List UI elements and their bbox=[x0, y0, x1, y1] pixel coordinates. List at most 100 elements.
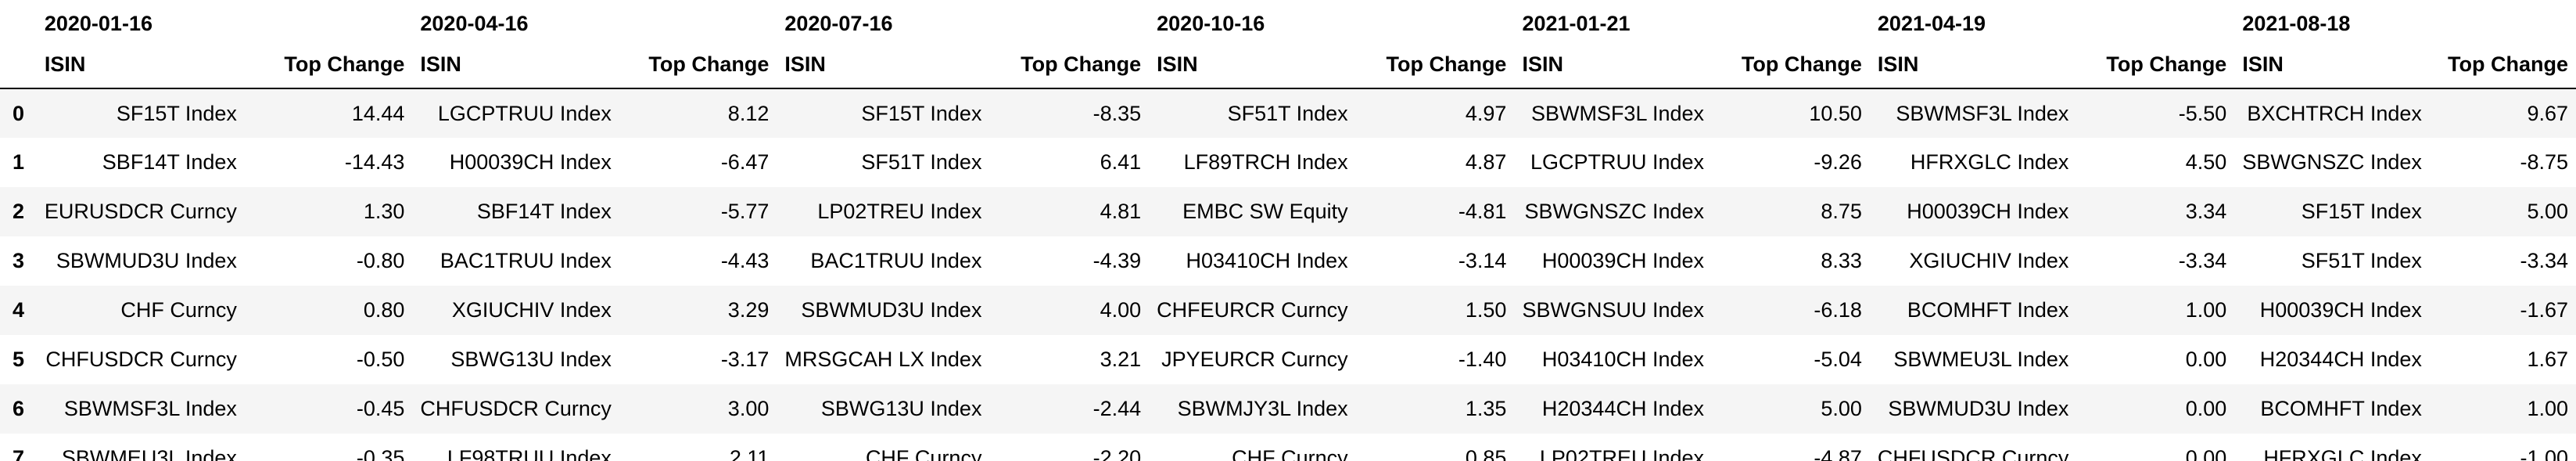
top-change-column-header: Top Change bbox=[2076, 41, 2235, 89]
table-row: 5 CHFUSDCR Curncy -0.50 SBWG13U Index -3.17 M… bbox=[0, 335, 2576, 384]
table-row: 2 EURUSDCR Curncy 1.30 SBF14T Index -5.77 LP0… bbox=[0, 187, 2576, 236]
isin-cell: SBWMJY3L Index bbox=[1177, 397, 1348, 420]
isin-column-header: ISIN bbox=[777, 41, 990, 89]
isin-cell: EMBC SW Equity bbox=[1182, 200, 1348, 223]
row-index: 3 bbox=[13, 249, 25, 272]
column-header-row: ISIN Top Change ISIN Top Change ISIN Top Chan… bbox=[0, 41, 2576, 89]
top-change-cell: 1.30 bbox=[363, 200, 405, 223]
top-change-cell: -3.17 bbox=[720, 348, 770, 371]
top-change-cell: 8.12 bbox=[727, 101, 770, 125]
isin-cell: SBWMEU3L Index bbox=[61, 446, 237, 461]
date-header: 2020-07-16 bbox=[784, 12, 893, 35]
isin-cell: BXCHTRCH Index bbox=[2247, 101, 2422, 125]
isin-cell: SBWMUD3U Index bbox=[56, 249, 237, 272]
date-header: 2021-01-21 bbox=[1522, 12, 1631, 35]
table-row: 1 SBF14T Index -14.43 H00039CH Index -6.47 SF… bbox=[0, 138, 2576, 187]
top-change-cell: 5.00 bbox=[1821, 397, 1862, 420]
isin-cell: SBF14T Index bbox=[476, 200, 612, 223]
top-change-cell: -2.20 bbox=[1092, 446, 1142, 461]
top-change-cell: 3.21 bbox=[1100, 348, 1142, 371]
top-change-cell: -4.81 bbox=[1458, 200, 1507, 223]
top-change-cell: 3.29 bbox=[727, 298, 770, 322]
row-index: 4 bbox=[13, 298, 25, 322]
isin-cell: LP02TREU Index bbox=[1539, 446, 1705, 461]
isin-column-header: ISIN bbox=[1869, 41, 2077, 89]
top-change-column-header: Top Change bbox=[619, 41, 777, 89]
isin-cell: CHFUSDCR Curncy bbox=[45, 348, 237, 371]
row-index: 2 bbox=[13, 200, 25, 223]
isin-cell: LGCPTRUU Index bbox=[1530, 150, 1705, 174]
isin-cell: SBWGNSZC Index bbox=[2242, 150, 2422, 174]
isin-cell: SF51T Index bbox=[861, 150, 982, 174]
top-change-column-header: Top Change bbox=[244, 41, 413, 89]
top-change-column-header: Top Change bbox=[1355, 41, 1515, 89]
isin-cell: CHF Curncy bbox=[865, 446, 982, 461]
index-header bbox=[0, 41, 37, 89]
row-index: 6 bbox=[13, 397, 25, 420]
top-change-cell: 6.41 bbox=[1100, 150, 1142, 174]
isin-cell: BAC1TRUU Index bbox=[439, 249, 612, 272]
isin-cell: XGIUCHIV Index bbox=[451, 298, 612, 322]
top-change-cell: -1.00 bbox=[2520, 446, 2568, 461]
isin-cell: HFRXGLC Index bbox=[1910, 150, 2069, 174]
top-change-cell: 4.00 bbox=[1100, 298, 1142, 322]
top-change-cell: 1.00 bbox=[2185, 298, 2227, 322]
isin-cell: SBWMSF3L Index bbox=[1530, 101, 1705, 125]
top-change-cell: -8.75 bbox=[2520, 150, 2568, 174]
top-change-cell: -2.44 bbox=[1092, 397, 1142, 420]
table-row: 7 SBWMEU3L Index -0.35 LF98TRUU Index 2.11 CH… bbox=[0, 434, 2576, 461]
isin-cell: H20344CH Index bbox=[1541, 397, 1705, 420]
index-corner bbox=[0, 0, 37, 41]
isin-cell: SBWMEU3L Index bbox=[1893, 348, 2069, 371]
row-index: 7 bbox=[13, 446, 25, 461]
top-change-cell: -14.43 bbox=[344, 150, 405, 174]
top-change-cell: -0.35 bbox=[356, 446, 405, 461]
top-change-cell: -5.04 bbox=[1814, 348, 1862, 371]
date-header: 2021-08-18 bbox=[2242, 12, 2351, 35]
isin-cell: SBWMUD3U Index bbox=[1888, 397, 2069, 420]
date-header-row: 2020-01-16 2020-04-16 2020-07-16 2020-10-16… bbox=[0, 0, 2576, 41]
top-change-cell: 8.75 bbox=[1821, 200, 1862, 223]
top-change-cell: 0.85 bbox=[1465, 446, 1507, 461]
isin-cell: CHFEURCR Curncy bbox=[1157, 298, 1348, 322]
top-change-cell: -9.26 bbox=[1814, 150, 1862, 174]
isin-cell: H03410CH Index bbox=[1186, 249, 1348, 272]
top-change-cell: -0.80 bbox=[356, 249, 405, 272]
isin-cell: LF89TRCH Index bbox=[1183, 150, 1348, 174]
top-change-cell: -4.87 bbox=[1814, 446, 1862, 461]
top-change-cell: -3.34 bbox=[2178, 249, 2227, 272]
top-change-cell: -8.35 bbox=[1092, 101, 1142, 125]
table-row: 6 SBWMSF3L Index -0.45 CHFUSDCR Curncy 3.00 S… bbox=[0, 384, 2576, 434]
top-change-column-header: Top Change bbox=[2429, 41, 2576, 89]
isin-cell: BCOMHFT Index bbox=[1907, 298, 2069, 322]
top-change-cell: 1.35 bbox=[1465, 397, 1507, 420]
isin-column-header: ISIN bbox=[412, 41, 619, 89]
isin-cell: HFRXGLC Index bbox=[2263, 446, 2422, 461]
isin-column-header: ISIN bbox=[36, 41, 245, 89]
isin-cell: H00039CH Index bbox=[1907, 200, 2069, 223]
date-header: 2020-01-16 bbox=[44, 12, 152, 35]
top-change-cell: -0.50 bbox=[356, 348, 405, 371]
top-change-cell: -4.39 bbox=[1092, 249, 1142, 272]
isin-cell: MRSGCAH LX Index bbox=[784, 348, 982, 371]
top-change-cell: 4.50 bbox=[2185, 150, 2227, 174]
top-change-cell: 8.33 bbox=[1821, 249, 1862, 272]
top-change-column-header: Top Change bbox=[989, 41, 1150, 89]
isin-cell: LP02TREU Index bbox=[817, 200, 982, 223]
top-change-cell: 4.97 bbox=[1465, 101, 1507, 125]
top-change-cell: -0.45 bbox=[356, 397, 405, 420]
isin-cell: BCOMHFT Index bbox=[2260, 397, 2422, 420]
isin-cell: SF15T Index bbox=[116, 101, 237, 125]
top-change-cell: -5.50 bbox=[2178, 101, 2227, 125]
top-change-cell: 0.00 bbox=[2185, 397, 2227, 420]
isin-cell: SBWG13U Index bbox=[820, 397, 982, 420]
isin-cell: EURUSDCR Curncy bbox=[44, 200, 237, 223]
isin-column-header: ISIN bbox=[1149, 41, 1356, 89]
isin-cell: CHFUSDCR Curncy bbox=[420, 397, 612, 420]
top-change-cell: -6.18 bbox=[1814, 298, 1862, 322]
isin-cell: SF51T Index bbox=[2301, 249, 2422, 272]
table-body: 0 SF15T Index 14.44 LGCPTRUU Index 8.12 SF15T… bbox=[0, 88, 2576, 461]
isin-cell: SBWMSF3L Index bbox=[1896, 101, 2069, 125]
